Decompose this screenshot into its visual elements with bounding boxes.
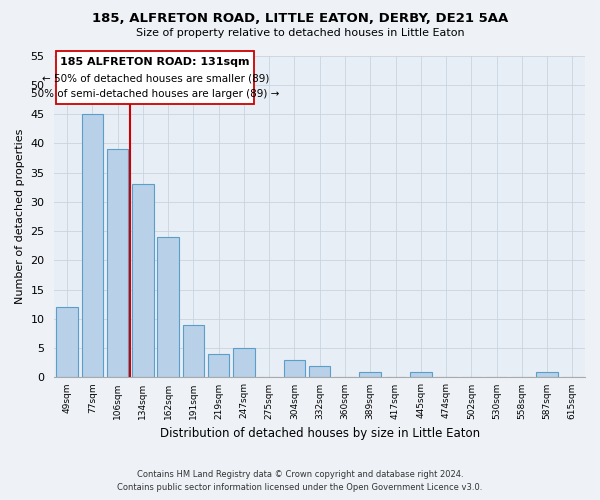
- Text: Size of property relative to detached houses in Little Eaton: Size of property relative to detached ho…: [136, 28, 464, 38]
- Y-axis label: Number of detached properties: Number of detached properties: [15, 129, 25, 304]
- Text: 185 ALFRETON ROAD: 131sqm: 185 ALFRETON ROAD: 131sqm: [61, 57, 250, 67]
- X-axis label: Distribution of detached houses by size in Little Eaton: Distribution of detached houses by size …: [160, 427, 480, 440]
- Bar: [56, 307, 78, 378]
- Bar: [233, 348, 254, 378]
- Bar: [208, 354, 229, 378]
- Bar: [107, 149, 128, 378]
- Bar: [82, 114, 103, 378]
- Text: Contains HM Land Registry data © Crown copyright and database right 2024.
Contai: Contains HM Land Registry data © Crown c…: [118, 470, 482, 492]
- Bar: [284, 360, 305, 378]
- Bar: [132, 184, 154, 378]
- Bar: [536, 372, 558, 378]
- Text: ← 50% of detached houses are smaller (89): ← 50% of detached houses are smaller (89…: [41, 73, 269, 83]
- Bar: [309, 366, 331, 378]
- Bar: [182, 325, 204, 378]
- Text: 185, ALFRETON ROAD, LITTLE EATON, DERBY, DE21 5AA: 185, ALFRETON ROAD, LITTLE EATON, DERBY,…: [92, 12, 508, 26]
- Bar: [359, 372, 381, 378]
- Text: 50% of semi-detached houses are larger (89) →: 50% of semi-detached houses are larger (…: [31, 89, 280, 99]
- Bar: [157, 237, 179, 378]
- FancyBboxPatch shape: [56, 51, 254, 104]
- Bar: [410, 372, 431, 378]
